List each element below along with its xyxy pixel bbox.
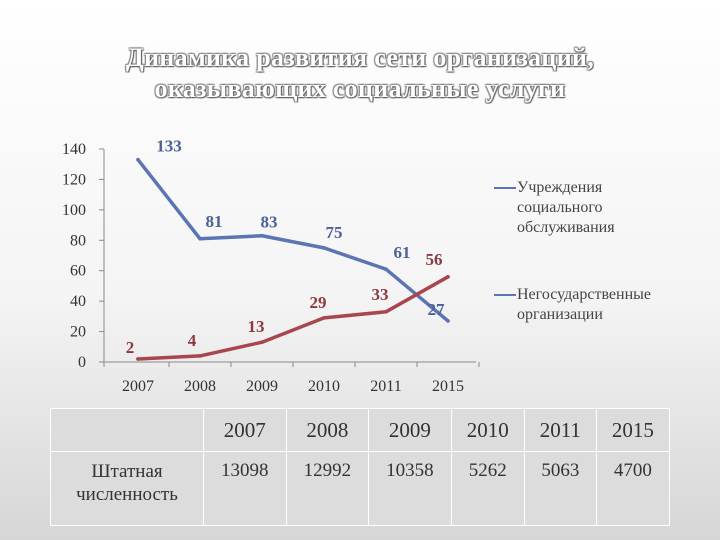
table-cell: 4700 xyxy=(595,451,671,526)
x-tick-label: 2010 xyxy=(308,378,340,395)
y-tick-label: 100 xyxy=(62,202,86,219)
legend-label-line: организации xyxy=(517,306,603,323)
table-header-year: 2009 xyxy=(368,408,452,452)
legend-label-institutions: Учреждения социального обслуживания xyxy=(517,178,712,238)
table-cell: 10358 xyxy=(368,451,452,526)
data-point xyxy=(136,157,140,162)
table-header-year: 2008 xyxy=(285,408,370,452)
table-cell: 5262 xyxy=(450,451,525,526)
data-point xyxy=(384,267,388,271)
data-point xyxy=(198,236,202,241)
data-point xyxy=(446,319,450,323)
table-cell: 13098 xyxy=(203,451,287,526)
legend-label-line: Учреждения xyxy=(517,179,603,196)
legend-label-line: социального xyxy=(517,199,603,216)
y-tick-label: 0 xyxy=(78,354,86,371)
data-label: 81 xyxy=(206,212,223,231)
y-tick-label: 20 xyxy=(70,324,86,341)
data-point xyxy=(136,357,140,361)
table-header-year: 2015 xyxy=(595,408,671,452)
y-tick-label: 40 xyxy=(70,293,86,310)
y-tick-label: 80 xyxy=(70,232,86,249)
series-line-1 xyxy=(136,157,450,323)
y-tick-label: 120 xyxy=(62,171,86,188)
table-header-year: 2010 xyxy=(450,408,525,452)
data-point xyxy=(260,233,264,238)
table-header-row: 2007 2008 2009 2010 2011 2015 xyxy=(50,408,671,452)
chart-title: Динамика развития сети организаций, оказ… xyxy=(60,42,660,104)
data-label: 13 xyxy=(248,317,265,336)
data-label: 29 xyxy=(310,293,327,312)
staff-table: 2007 2008 2009 2010 2011 2015 Штатная чи… xyxy=(50,408,671,526)
legend-label-line: Негосударственные xyxy=(517,286,651,303)
y-tick-label: 60 xyxy=(70,263,86,280)
legend-label-line: обслуживания xyxy=(517,219,615,236)
data-point xyxy=(322,316,326,320)
x-tick-label: 2009 xyxy=(246,378,278,395)
legend-swatch-nongovernmental xyxy=(494,294,516,296)
table-cell: 5063 xyxy=(523,451,597,526)
data-point xyxy=(322,246,326,250)
series-line-2 xyxy=(136,275,450,361)
line-chart: 0 20 40 60 80 100 120 140 2007 2008 2009 2010 2011 20… xyxy=(62,137,480,395)
data-label: 61 xyxy=(394,243,411,262)
data-point xyxy=(260,340,264,345)
data-label: 27 xyxy=(428,300,446,319)
table-header-year: 2007 xyxy=(203,408,287,452)
table-row: Штатная численность 13098 12992 10358 52… xyxy=(50,451,671,526)
x-tick-label: 2008 xyxy=(184,378,216,395)
table-row-label: Штатная численность xyxy=(50,451,204,526)
y-tick-label: 140 xyxy=(62,141,86,158)
data-label: 83 xyxy=(261,213,278,232)
data-point xyxy=(446,275,450,279)
x-tick-label: 2011 xyxy=(370,378,401,395)
table-corner-cell xyxy=(50,408,204,452)
chart-title-line-2: оказывающих социальные услуги xyxy=(154,74,566,103)
legend-label-nongovernmental: Негосударственные организации xyxy=(517,285,712,325)
data-label: 56 xyxy=(426,250,443,269)
x-tick-label: 2015 xyxy=(432,378,464,395)
data-label: 4 xyxy=(188,331,197,350)
data-label: 133 xyxy=(156,137,182,156)
data-label: 33 xyxy=(372,285,389,304)
chart-title-line-1: Динамика развития сети организаций, xyxy=(125,43,595,72)
data-label: 2 xyxy=(126,338,135,357)
data-label: 75 xyxy=(326,223,343,242)
x-tick-label: 2007 xyxy=(122,378,154,395)
data-point xyxy=(384,309,388,314)
table-header-year: 2011 xyxy=(523,408,597,452)
table-cell: 12992 xyxy=(285,451,370,526)
legend-swatch-institutions xyxy=(494,187,516,189)
data-point xyxy=(198,354,202,358)
